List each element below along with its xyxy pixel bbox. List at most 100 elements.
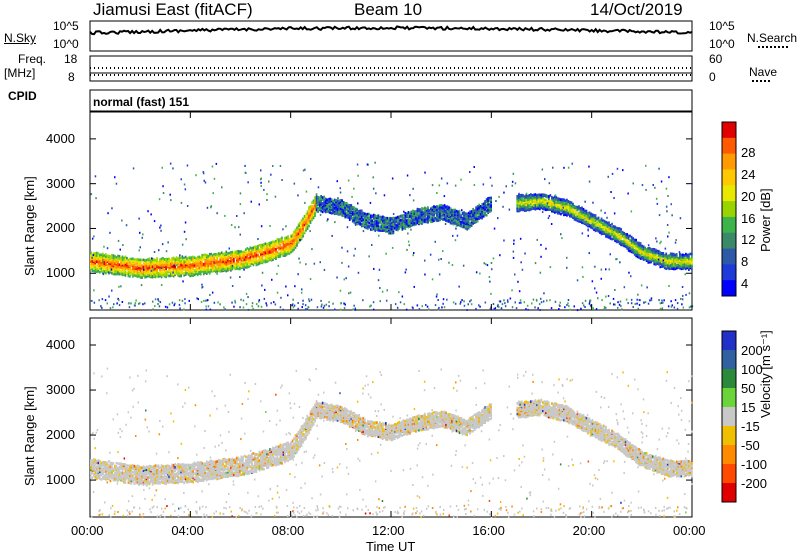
data-cell — [99, 253, 101, 257]
data-cell — [416, 219, 419, 223]
noise-search-label: N.Search — [747, 31, 798, 45]
data-cell — [359, 211, 362, 214]
data-cell — [624, 242, 627, 245]
data-cell — [520, 203, 523, 206]
data-cell — [269, 247, 271, 250]
data-cell — [353, 208, 356, 211]
data-cell — [248, 252, 250, 256]
data-cell — [174, 262, 176, 266]
speckle-cell — [614, 289, 616, 291]
data-cell — [144, 273, 146, 276]
data-cell — [485, 204, 488, 207]
data-cell — [159, 270, 161, 274]
data-cell — [464, 224, 467, 227]
data-cell — [302, 217, 304, 220]
speckle-cell — [374, 161, 376, 164]
data-cell — [102, 256, 104, 259]
data-cell — [114, 272, 116, 276]
data-cell — [600, 225, 603, 228]
data-cell — [360, 222, 363, 226]
speckle-cell — [167, 241, 169, 244]
data-cell — [162, 268, 164, 271]
data-cell — [245, 255, 247, 258]
speckle-cell — [238, 226, 240, 229]
speckle-cell — [203, 179, 205, 182]
data-cell — [91, 268, 94, 272]
data-cell — [336, 199, 339, 202]
data-cell — [181, 256, 184, 260]
data-cell — [413, 210, 416, 213]
data-cell — [689, 252, 692, 256]
data-cell — [554, 197, 556, 200]
data-cell — [579, 207, 582, 210]
data-cell — [255, 253, 258, 257]
data-cell — [273, 240, 276, 244]
data-cell — [650, 248, 653, 251]
speckle-cell — [594, 287, 596, 290]
data-cell — [148, 258, 151, 262]
data-cell — [615, 231, 618, 235]
data-cell — [523, 202, 526, 206]
data-cell — [588, 224, 591, 228]
data-cell — [151, 262, 154, 265]
data-cell — [332, 210, 334, 213]
data-cell — [279, 237, 282, 241]
data-cell — [691, 265, 693, 269]
data-cell — [672, 255, 675, 259]
data-cell — [248, 257, 250, 260]
data-cell — [582, 220, 585, 223]
data-cell — [674, 265, 677, 268]
data-cell — [415, 214, 417, 218]
speckle-cell — [201, 283, 203, 286]
data-cell — [138, 258, 140, 262]
data-cell — [242, 256, 244, 260]
data-cell — [120, 259, 122, 262]
data-cell — [487, 199, 489, 202]
data-cell — [386, 216, 389, 220]
data-cell — [642, 250, 645, 254]
data-cell — [257, 247, 259, 250]
data-cell — [674, 259, 677, 262]
speckle-cell — [610, 191, 612, 193]
data-cell — [377, 225, 380, 229]
data-cell — [672, 267, 675, 271]
data-cell — [269, 248, 271, 251]
data-cell — [94, 254, 97, 258]
data-cell — [139, 271, 142, 274]
data-cell — [198, 255, 201, 259]
data-cell — [236, 266, 238, 269]
data-cell — [266, 257, 268, 261]
data-cell — [605, 233, 607, 237]
data-cell — [584, 214, 586, 217]
speckle-cell — [244, 164, 246, 167]
data-cell — [190, 270, 193, 273]
data-cell — [467, 216, 470, 220]
data-cell — [436, 209, 438, 213]
data-cell — [273, 247, 276, 251]
data-cell — [245, 250, 247, 253]
data-cell — [135, 269, 137, 272]
data-cell — [335, 198, 337, 202]
data-cell — [278, 238, 280, 241]
data-cell — [109, 257, 112, 261]
data-cell — [305, 222, 307, 225]
data-cell — [430, 208, 432, 212]
data-cell — [318, 207, 321, 210]
data-cell — [558, 205, 561, 208]
data-cell — [254, 252, 256, 255]
data-cell — [665, 262, 668, 265]
speckle-cell — [600, 277, 602, 280]
speckle-cell — [581, 232, 584, 235]
data-cell — [285, 239, 288, 243]
speckle-cell — [378, 268, 381, 271]
data-cell — [563, 213, 565, 217]
data-cell — [644, 248, 646, 251]
data-cell — [242, 264, 244, 268]
data-cell — [207, 264, 210, 267]
data-cell — [484, 206, 486, 209]
data-cell — [106, 254, 109, 258]
data-cell — [252, 248, 255, 251]
data-cell — [242, 259, 244, 262]
data-cell — [363, 221, 366, 224]
data-cell — [303, 215, 306, 218]
